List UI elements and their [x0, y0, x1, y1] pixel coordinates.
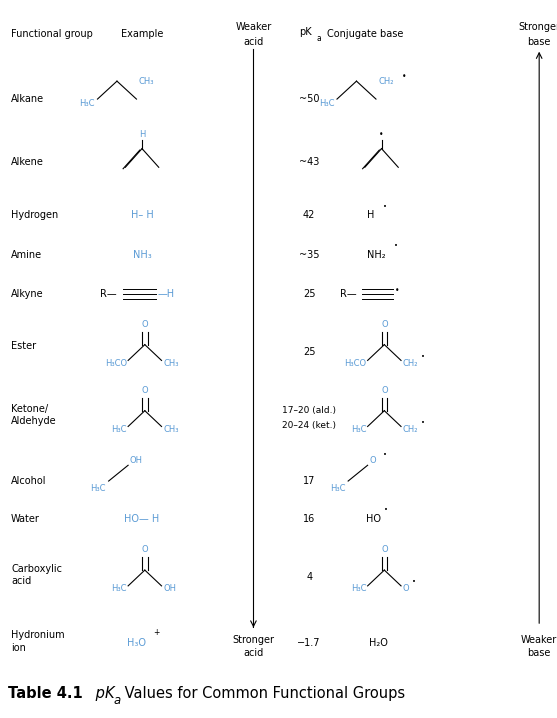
Text: Ketone/: Ketone/ — [11, 404, 48, 414]
Text: O: O — [381, 320, 388, 329]
Text: ion: ion — [11, 643, 26, 653]
Text: acid: acid — [243, 37, 263, 47]
Text: O: O — [141, 320, 148, 329]
Text: ~35: ~35 — [299, 250, 319, 260]
Text: Amine: Amine — [11, 250, 42, 260]
Text: acid: acid — [243, 648, 263, 658]
Text: Stronger: Stronger — [232, 635, 275, 645]
Text: Conjugate base: Conjugate base — [326, 29, 403, 39]
Text: •: • — [402, 72, 406, 80]
Text: HO: HO — [366, 514, 380, 524]
Text: •: • — [412, 579, 416, 584]
Text: K: K — [105, 686, 114, 701]
Text: Aldehyde: Aldehyde — [11, 416, 57, 426]
Text: 16: 16 — [303, 514, 315, 524]
Text: 4: 4 — [306, 572, 312, 582]
Text: a: a — [114, 694, 121, 707]
Text: OH: OH — [130, 457, 143, 465]
Text: H– H: H– H — [131, 210, 153, 220]
Text: −1.7: −1.7 — [297, 638, 321, 648]
Text: O: O — [141, 546, 148, 554]
Text: H₃CO: H₃CO — [344, 359, 367, 368]
Text: Values for Common Functional Groups: Values for Common Functional Groups — [120, 686, 405, 701]
Text: NH₂: NH₂ — [367, 250, 385, 260]
Text: p: p — [91, 686, 105, 701]
Text: H₃C: H₃C — [319, 99, 334, 108]
Text: HO— H: HO— H — [124, 514, 160, 524]
Text: Weaker: Weaker — [521, 635, 557, 645]
Text: •: • — [421, 420, 424, 426]
Text: 20–24 (ket.): 20–24 (ket.) — [282, 421, 336, 429]
Text: O: O — [381, 386, 388, 395]
Text: O: O — [141, 386, 148, 395]
Text: Alkane: Alkane — [11, 94, 44, 104]
Text: CH₃: CH₃ — [163, 359, 179, 368]
Text: R—: R— — [100, 289, 117, 299]
Text: a: a — [316, 34, 321, 43]
Text: H₃CO: H₃CO — [105, 359, 127, 368]
Text: Alcohol: Alcohol — [11, 476, 47, 486]
Text: NH₃: NH₃ — [133, 250, 152, 260]
Text: CH₃: CH₃ — [163, 425, 179, 434]
Text: •: • — [383, 452, 387, 458]
Text: —H: —H — [157, 289, 174, 299]
Text: acid: acid — [11, 576, 31, 586]
Text: 17: 17 — [303, 476, 315, 486]
Text: Carboxylic: Carboxylic — [11, 564, 62, 574]
Text: CH₂: CH₂ — [403, 425, 418, 434]
Text: Weaker: Weaker — [235, 22, 272, 32]
Text: H₃C: H₃C — [111, 584, 127, 593]
Text: H₃O: H₃O — [127, 638, 146, 648]
Text: Functional group: Functional group — [11, 29, 93, 39]
Text: OH: OH — [163, 584, 176, 593]
Text: 25: 25 — [303, 289, 315, 299]
Text: H: H — [367, 210, 374, 220]
Text: Alkyne: Alkyne — [11, 289, 44, 299]
Text: H₃C: H₃C — [79, 99, 95, 108]
Text: H₃C: H₃C — [111, 425, 127, 434]
Text: CH₃: CH₃ — [139, 77, 154, 85]
Text: CH₂: CH₂ — [403, 359, 418, 368]
Text: •: • — [383, 204, 387, 210]
Text: Hydrogen: Hydrogen — [11, 210, 58, 220]
Text: H₃C: H₃C — [351, 425, 367, 434]
Text: Example: Example — [121, 29, 163, 39]
Text: •: • — [384, 508, 388, 513]
Text: 17–20 (ald.): 17–20 (ald.) — [282, 406, 336, 415]
Text: pK: pK — [299, 27, 312, 37]
Text: Alkene: Alkene — [11, 157, 44, 167]
Text: •: • — [421, 354, 424, 360]
Text: base: base — [527, 648, 551, 658]
Text: •: • — [394, 243, 398, 249]
Text: H: H — [139, 130, 145, 139]
Text: Hydronium: Hydronium — [11, 630, 65, 640]
Text: H₃C: H₃C — [351, 584, 367, 593]
Text: Ester: Ester — [11, 341, 36, 351]
Text: CH₂: CH₂ — [378, 77, 394, 85]
Text: 42: 42 — [303, 210, 315, 220]
Text: Water: Water — [11, 514, 40, 524]
Text: H₃C: H₃C — [90, 484, 106, 493]
Text: H₃C: H₃C — [330, 484, 345, 493]
Text: •: • — [379, 130, 384, 139]
Text: O: O — [403, 584, 409, 593]
Text: H₂O: H₂O — [369, 638, 388, 648]
Text: R—: R— — [340, 289, 356, 299]
Text: Table 4.1: Table 4.1 — [8, 686, 83, 701]
Text: ~50: ~50 — [299, 94, 319, 104]
Text: 25: 25 — [303, 347, 315, 357]
Text: +: + — [153, 628, 159, 637]
Text: O: O — [381, 546, 388, 554]
Text: O: O — [369, 457, 376, 465]
Text: •: • — [395, 286, 399, 295]
Text: Stronger: Stronger — [518, 22, 557, 32]
Text: base: base — [527, 37, 551, 47]
Text: ~43: ~43 — [299, 157, 319, 167]
